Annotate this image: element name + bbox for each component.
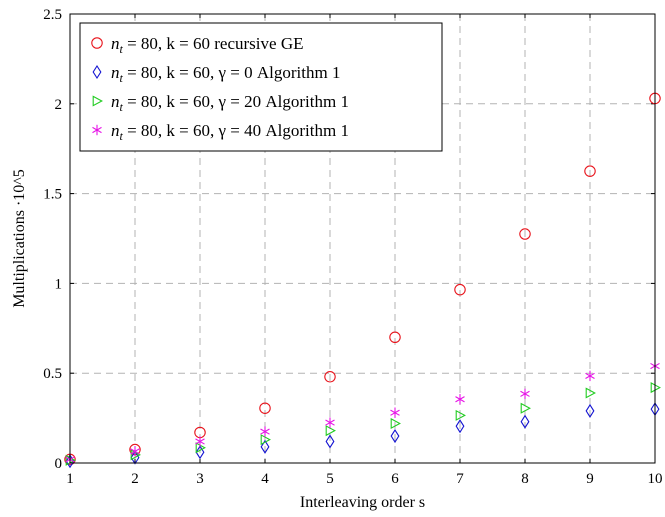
legend-label: nt = 80, k = 60 recursive GE: [111, 34, 303, 56]
data-point: [389, 331, 401, 344]
data-point: [130, 446, 140, 457]
data-point: [454, 283, 466, 296]
x-tick-label: 2: [131, 471, 139, 487]
legend-marker: [92, 64, 102, 80]
data-point: [325, 417, 335, 428]
x-tick-label: 9: [586, 471, 594, 487]
data-point: [260, 426, 270, 437]
data-point: [195, 445, 205, 460]
data-point: [455, 409, 466, 421]
data-point: [325, 425, 336, 437]
data-point: [390, 407, 400, 418]
legend-label: nt = 80, k = 60, γ = 20 Algorithm 1: [111, 92, 349, 114]
x-tick-label: 3: [196, 471, 204, 487]
star-stroke: [585, 372, 595, 379]
data-point: [195, 436, 205, 447]
legend: nt = 80, k = 60 recursive GE nt = 80, k =…: [79, 22, 443, 152]
data-point: [455, 419, 465, 434]
star-stroke: [260, 428, 270, 435]
data-point: [260, 434, 271, 446]
data-point: [455, 394, 465, 405]
star-stroke: [195, 438, 205, 445]
data-point: [585, 403, 595, 418]
y-tick-label: 2: [55, 97, 63, 113]
y-tick-label: 0: [55, 456, 63, 472]
star-stroke: [92, 126, 102, 134]
x-tick-label: 4: [261, 471, 269, 487]
data-point: [520, 414, 530, 429]
y-tick-label: 2.5: [43, 7, 62, 23]
data-point: [585, 370, 595, 382]
plot-frame: [69, 13, 656, 464]
series-2: [65, 402, 660, 469]
star-stroke: [130, 448, 140, 455]
legend-marker: [92, 124, 102, 136]
legend-label: nt = 80, k = 60, γ = 0 Algorithm 1: [111, 63, 340, 85]
data-point: [390, 417, 401, 430]
star-stroke: [390, 409, 400, 416]
data-point: [325, 434, 335, 449]
axis-ticks: 1 2 3 4 5 6 7 8 9 10 0 0.5 1 1.5 2 2.5: [43, 7, 662, 487]
data-point: [260, 439, 270, 454]
y-tick-label: 1: [55, 276, 63, 292]
data-point: [324, 371, 336, 383]
legend-marker: [91, 37, 103, 49]
y-tick-label: 0.5: [43, 366, 62, 382]
star-stroke: [455, 396, 465, 403]
series-3: [65, 382, 661, 466]
x-axis-label: Interleaving order s: [300, 494, 425, 511]
y-tick-label: 1.5: [43, 187, 62, 203]
data-point: [584, 165, 596, 177]
data-point: [259, 402, 271, 414]
legend-box: [79, 22, 443, 152]
y-axis-label: Multiplications ·10^5: [11, 169, 28, 308]
data-point: [390, 429, 400, 444]
series-4: [65, 360, 660, 465]
data-point: [520, 388, 530, 400]
data-point: [520, 402, 531, 414]
x-tick-label: 7: [456, 471, 464, 487]
data-point: [519, 228, 531, 240]
data-point: [585, 387, 596, 399]
legend-label: nt = 80, k = 60, γ = 40 Algorithm 1: [111, 121, 349, 143]
x-tick-label: 5: [326, 471, 334, 487]
x-tick-label: 8: [521, 471, 529, 487]
legend-marker: [92, 95, 103, 107]
series-1: [64, 92, 661, 466]
star-stroke: [520, 390, 530, 397]
star-stroke: [325, 419, 335, 426]
x-tick-label: 6: [391, 471, 399, 487]
x-tick-label: 1: [66, 471, 74, 487]
x-tick-label: 10: [648, 471, 663, 487]
